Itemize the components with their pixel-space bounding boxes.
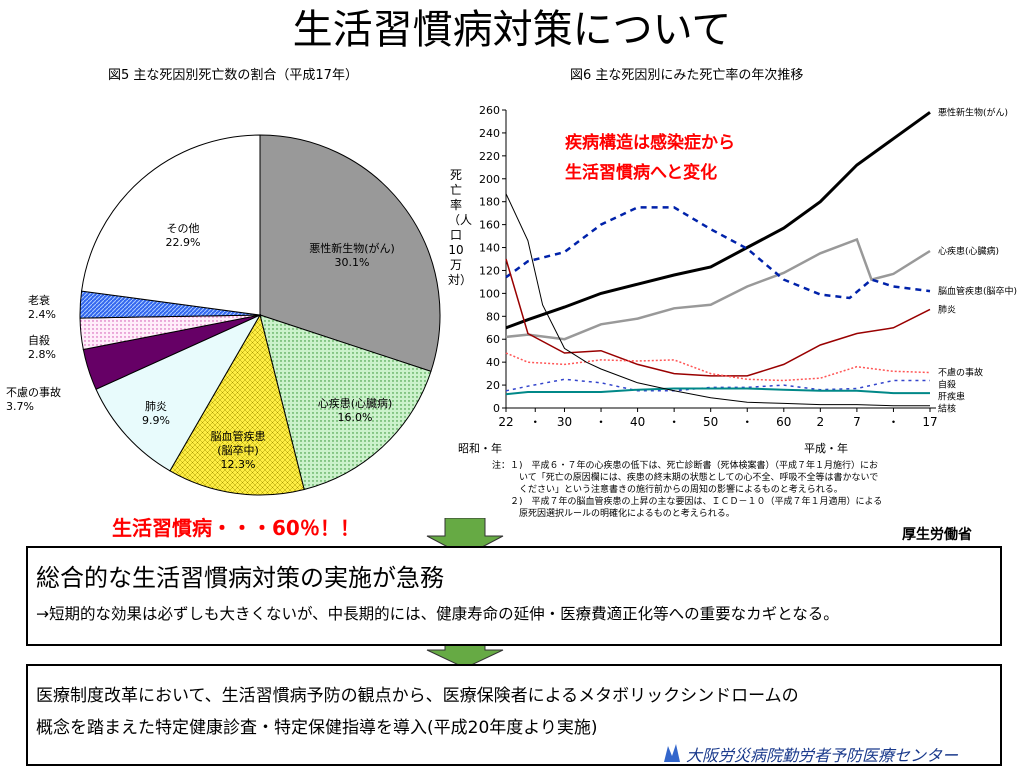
pie-label-heart: 心疾患(心臓病) 16.0% — [300, 397, 410, 425]
pie-label-stroke-name: 脳血管疾患 (脳卒中) — [210, 430, 266, 457]
pie-slice — [259, 134, 441, 373]
era-label-showa: 昭和・年 — [458, 442, 502, 455]
x-tick-label: 2 — [817, 415, 825, 429]
pie-label-pneumonia-name: 肺炎 — [145, 400, 167, 413]
y-tick-label: 120 — [479, 264, 500, 277]
y-tick-label: 240 — [479, 127, 500, 140]
y-tick-label: 140 — [479, 242, 500, 255]
era-label-heisei: 平成・年 — [804, 442, 848, 455]
series-label: 肝疾患 — [938, 390, 965, 402]
pie-label-cancer-value: 30.1% — [334, 256, 370, 269]
reform-description: 医療制度改革において、生活習慣病予防の観点から、医療保険者によるメタボリックシン… — [36, 686, 799, 738]
pie-label-stroke-value: 12.3% — [220, 458, 256, 471]
x-tick-label: 22 — [498, 415, 513, 429]
pie-chart — [79, 134, 441, 496]
policy-description: →短期的な効果は必ずしも大きくないが、中長期的には、健康寿命の延伸・医療費適正化… — [36, 605, 839, 623]
y-tick-label: 180 — [479, 196, 500, 209]
series-label: 不慮の事故 — [938, 366, 983, 378]
x-tick-label: ・ — [529, 415, 541, 429]
pie-label-cancer-name: 悪性新生物(がん) — [309, 242, 395, 255]
footer-logo-icon — [660, 742, 682, 768]
pie-label-suicide-name: 自殺 — [28, 334, 50, 347]
pie-slice — [95, 313, 262, 472]
series-line — [505, 387, 930, 396]
pie-label-suicide-value: 2.8% — [28, 348, 56, 361]
series-label: 結核 — [938, 402, 956, 414]
pie-chart-title: 図5 主な死因別死亡数の割合（平成17年） — [108, 68, 358, 83]
pie-label-other: その他 22.9% — [148, 222, 218, 250]
pie-callout: 生活習慣病・・・60％！！ — [112, 516, 360, 540]
y-tick-label: 80 — [486, 310, 500, 323]
page-title: 生活習慣病対策について — [292, 7, 732, 53]
pie-label-heart-value: 16.0% — [337, 411, 373, 424]
pie-label-pneumonia-value: 9.9% — [142, 414, 170, 427]
series-label: 心疾患(心臓病) — [938, 245, 999, 257]
pie-label-cancer: 悪性新生物(がん) 30.1% — [292, 242, 412, 270]
pie-slice — [259, 314, 432, 491]
policy-box: 総合的な生活習慣病対策の実施が急務 →短期的な効果は必ずしも大きくないが、中長期… — [26, 546, 1002, 646]
line-chart-ylabel: 死亡率（人口10万対） — [448, 168, 473, 287]
x-tick-label: 50 — [703, 415, 718, 429]
y-tick-label: 0 — [493, 402, 500, 415]
series-line — [505, 111, 931, 330]
pie-label-accident-name: 不慮の事故 — [6, 386, 61, 399]
y-tick-label: 20 — [486, 379, 500, 392]
y-tick-label: 160 — [479, 219, 500, 232]
pie-label-accident: 不慮の事故 3.7% — [6, 386, 61, 414]
y-tick-label: 40 — [486, 356, 500, 369]
pie-slice — [169, 313, 305, 496]
series-label: 自殺 — [938, 378, 956, 390]
pie-label-other-name: その他 — [166, 222, 200, 235]
series-label: 肺炎 — [938, 304, 956, 315]
reform-box: 医療制度改革において、生活習慣病予防の観点から、医療保険者によるメタボリックシン… — [26, 664, 1002, 766]
x-tick-label: 7 — [853, 415, 861, 429]
x-tick-label: ・ — [595, 415, 607, 429]
chart-callout: 疾病構造は感染症から 生活習慣病へと変化 — [565, 133, 735, 183]
pie-label-senility-value: 2.4% — [28, 308, 56, 321]
x-tick-label: ・ — [887, 415, 899, 429]
series-line — [505, 206, 931, 300]
y-tick-label: 260 — [479, 104, 500, 117]
y-tick-label: 200 — [479, 173, 500, 186]
pie-label-suicide: 自殺 2.8% — [28, 334, 56, 362]
x-tick-label: 40 — [630, 415, 645, 429]
chart-notes: 注：１) 平成６・７年の心疾患の低下は、死亡診断書（死体検案書）（平成７年１月施… — [492, 461, 883, 519]
series-label: 悪性新生物(がん) — [938, 106, 1008, 118]
y-tick-label: 60 — [486, 333, 500, 346]
policy-heading: 総合的な生活習慣病対策の実施が急務 — [36, 564, 444, 592]
x-tick-label: 60 — [776, 415, 791, 429]
x-tick-label: 30 — [557, 415, 572, 429]
pie-label-pneumonia: 肺炎 9.9% — [126, 400, 186, 428]
pie-label-senility: 老衰 2.4% — [28, 294, 56, 322]
footer-organization: 大阪労災病院勤労者予防医療センター — [686, 746, 959, 765]
series-line — [505, 193, 930, 407]
series-line — [505, 258, 931, 377]
source-credit: 厚生労働省 — [902, 527, 972, 543]
line-chart-title: 図6 主な死因別にみた死亡率の年次推移 — [570, 68, 804, 83]
pie-label-senility-name: 老衰 — [28, 294, 50, 307]
pie-label-stroke: 脳血管疾患 (脳卒中) 12.3% — [198, 430, 278, 472]
x-tick-label: 17 — [922, 415, 937, 429]
x-tick-label: ・ — [668, 415, 680, 429]
series-line — [505, 237, 931, 341]
y-tick-label: 100 — [479, 287, 500, 300]
pie-label-accident-value: 3.7% — [6, 400, 34, 413]
x-tick-label: ・ — [741, 415, 753, 429]
series-line — [505, 352, 931, 382]
pie-label-heart-name: 心疾患(心臓病) — [317, 397, 393, 410]
series-label: 脳血管疾患(脳卒中) — [938, 285, 1017, 297]
pie-label-other-value: 22.9% — [165, 236, 201, 249]
pie-slice — [81, 134, 261, 316]
y-tick-label: 220 — [479, 150, 500, 163]
